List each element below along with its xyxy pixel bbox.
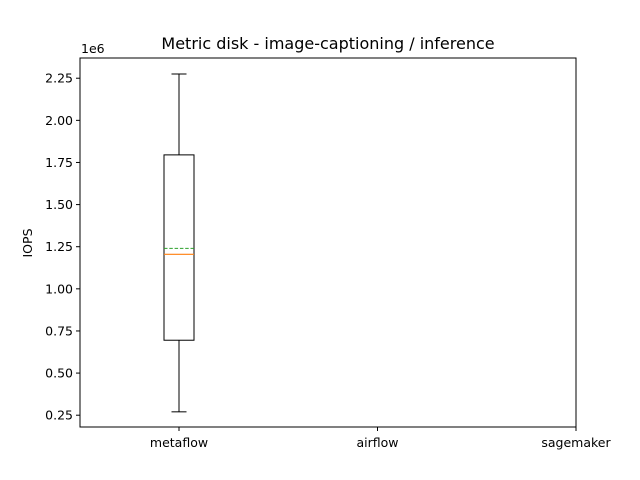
y-tick-label: 0.50 [45,366,73,381]
y-axis-label: IOPS [20,228,35,257]
x-tick-label: metaflow [150,435,208,450]
y-tick-label: 2.00 [45,113,73,128]
box-iqr [163,154,195,341]
y-tick-label: 0.25 [45,408,73,423]
y-tick-label: 1.50 [45,197,73,212]
x-tick-label: airflow [356,435,398,450]
y-offset-label: 1e6 [81,41,105,56]
y-tick-label: 1.75 [45,155,73,170]
y-tick-label: 1.25 [45,239,73,254]
chart-title: Metric disk - image-captioning / inferen… [161,34,494,53]
y-tick-label: 2.25 [45,71,73,86]
axes-frame [79,57,577,428]
y-tick-label: 1.00 [45,281,73,296]
plot-area: 0.25 0.50 0.75 1.00 1.25 1.50 1.75 2.00 2.25 meta… [45,71,611,450]
x-tick-label: sagemaker [541,435,611,450]
y-tick-label: 0.75 [45,323,73,338]
